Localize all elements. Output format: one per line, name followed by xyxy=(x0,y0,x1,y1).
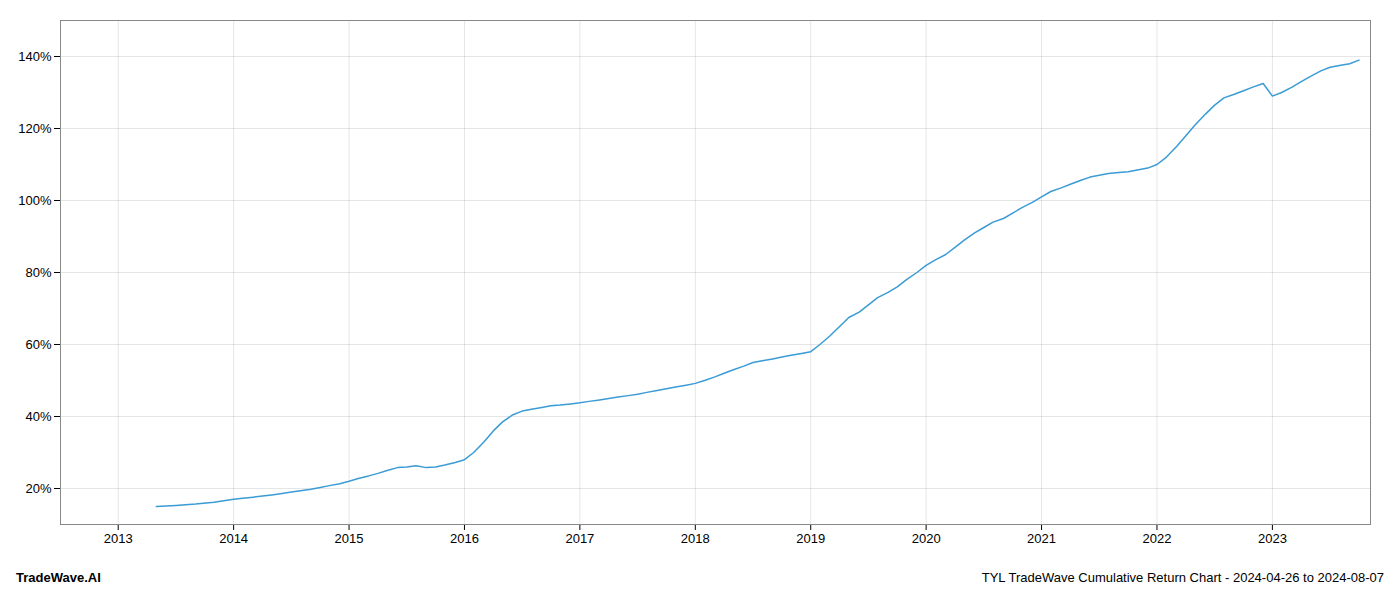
html-text:TradeWave.AI: TradeWave.AI xyxy=(16,569,101,585)
svg-text:40%: 40% xyxy=(25,409,51,424)
svg-text:2019: 2019 xyxy=(796,531,825,546)
svg-text:80%: 80% xyxy=(25,265,51,280)
html-text:TYL TradeWave Cumulative Retur: TYL TradeWave Cumulative Return Chart - … xyxy=(981,569,1384,585)
svg-text:100%: 100% xyxy=(18,193,52,208)
svg-text:2018: 2018 xyxy=(681,531,710,546)
svg-text:2014: 2014 xyxy=(219,531,248,546)
svg-text:2020: 2020 xyxy=(912,531,941,546)
svg-text:20%: 20% xyxy=(25,481,51,496)
svg-text:140%: 140% xyxy=(18,49,52,64)
svg-text:2013: 2013 xyxy=(104,531,133,546)
svg-text:2015: 2015 xyxy=(335,531,364,546)
svg-text:2022: 2022 xyxy=(1143,531,1172,546)
svg-text:2016: 2016 xyxy=(450,531,479,546)
svg-text:2017: 2017 xyxy=(565,531,594,546)
svg-text:60%: 60% xyxy=(25,337,51,352)
svg-text:2021: 2021 xyxy=(1027,531,1056,546)
svg-text:120%: 120% xyxy=(18,121,52,136)
svg-text:2023: 2023 xyxy=(1258,531,1287,546)
